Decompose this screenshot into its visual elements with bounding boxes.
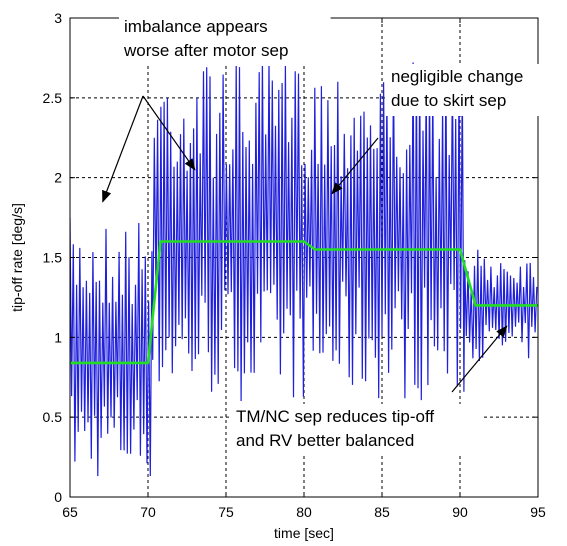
annotation-arrow	[451, 325, 508, 393]
annotation-arrow	[142, 95, 196, 171]
y-tick-label: 0	[54, 489, 62, 505]
annotation-text: TM/NC sep reduces tip-off	[236, 407, 434, 426]
x-tick-label: 95	[530, 504, 546, 520]
annotation-background	[119, 14, 331, 66]
annotation-arrows	[102, 95, 508, 393]
annotations: imbalance appears worse after motor sep ne…	[119, 14, 560, 456]
annotation-text: and RV better balanced	[236, 431, 414, 450]
y-tick-label: 0.5	[43, 409, 63, 425]
x-tick-label: 85	[374, 504, 390, 520]
x-tick-label: 75	[218, 504, 234, 520]
annotation-background	[231, 404, 481, 456]
x-tick-label: 90	[452, 504, 468, 520]
y-tick-label: 1.5	[43, 250, 63, 266]
annotation-text: due to skirt sep	[391, 91, 506, 110]
annotation-arrow	[102, 95, 144, 203]
y-tick-label: 3	[54, 10, 62, 26]
x-tick-label: 65	[62, 504, 78, 520]
y-tick-label: 2.5	[43, 90, 63, 106]
series-1-line	[70, 240, 538, 365]
annotation-text: worse after motor sep	[123, 41, 288, 60]
plot-data	[70, 58, 538, 477]
annotation-background	[386, 64, 560, 116]
annotation-arrow	[331, 137, 379, 195]
y-axis-label: tip-off rate [deg/s]	[9, 203, 25, 312]
x-axis-label: time [sec]	[274, 525, 334, 541]
annotation-text: imbalance appears	[124, 17, 268, 36]
axis-ticks: 65 70 75 80 85 90 95 0 0.5 1 1.5 2 2.5 3	[43, 10, 546, 520]
x-tick-label: 80	[296, 504, 312, 520]
annotation-text: negligible change	[391, 67, 523, 86]
y-tick-label: 1	[54, 329, 62, 345]
y-tick-label: 2	[54, 170, 62, 186]
x-tick-label: 70	[140, 504, 156, 520]
